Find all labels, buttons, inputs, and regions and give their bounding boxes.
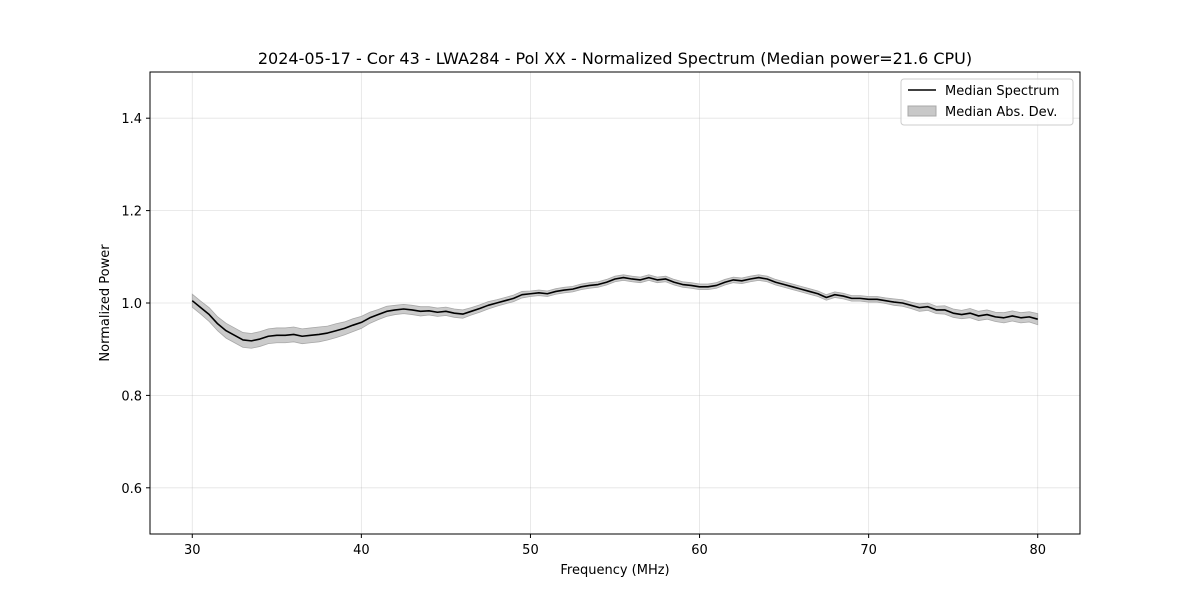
legend-median-label: Median Spectrum: [945, 84, 1059, 99]
x-tick-label: 60: [691, 543, 708, 558]
y-tick-label: 1.4: [121, 112, 142, 127]
x-axis-label: Frequency (MHz): [560, 563, 669, 578]
mad-band-layer: [191, 274, 1039, 349]
legend-mad-label: Median Abs. Dev.: [945, 105, 1057, 120]
median-line-layer: [191, 276, 1038, 342]
y-tick-label: 0.6: [121, 482, 142, 497]
x-axis-ticks: 30 40 50 60 70 80: [184, 534, 1046, 558]
x-tick-label: 30: [184, 543, 201, 558]
y-tick-label: 0.8: [121, 389, 142, 404]
y-tick-label: 1.0: [121, 297, 142, 312]
x-tick-label: 70: [860, 543, 877, 558]
legend-mad-swatch: [907, 105, 937, 117]
x-tick-label: 40: [353, 543, 370, 558]
y-tick-label: 1.2: [121, 205, 142, 220]
legend-box: [900, 78, 1074, 126]
median-spectrum-line: [191, 276, 1038, 342]
x-tick-label: 80: [1029, 543, 1046, 558]
legend: Median Spectrum Median Abs. Dev.: [900, 78, 1074, 126]
y-axis-label: Normalized Power: [98, 244, 113, 362]
mad-band: [191, 274, 1039, 349]
y-axis-ticks: 0.6 0.8 1.0 1.2 1.4: [121, 112, 150, 497]
chart-title: 2024-05-17 - Cor 43 - LWA284 - Pol XX - …: [258, 49, 972, 68]
x-tick-label: 50: [522, 543, 539, 558]
